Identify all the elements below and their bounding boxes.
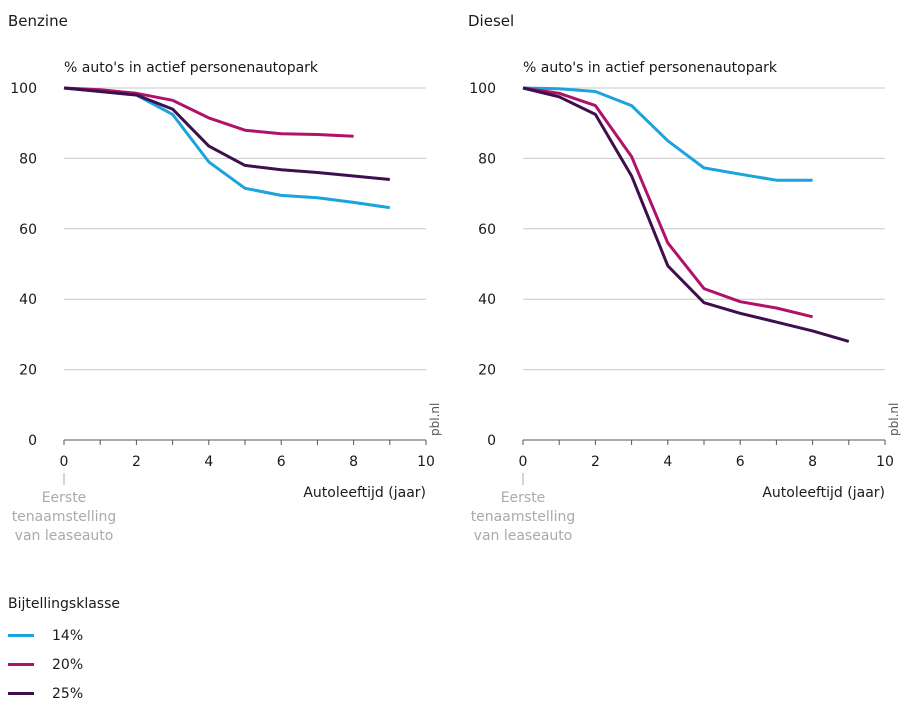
panel-1-xtick-10: 10: [417, 454, 435, 470]
panel-1-xtick-8: 8: [349, 454, 358, 470]
panel-2-xtick-2: 2: [591, 454, 600, 470]
panel-2-xtick-10: 10: [876, 454, 894, 470]
legend-label-14: 14%: [52, 627, 84, 644]
panel-2-annotation-line-3: van leaseauto: [474, 528, 573, 544]
legend-label-20: 20%: [52, 656, 84, 673]
panel-1-xlabel: Autoleeftijd (jaar): [303, 485, 426, 501]
legend-item-20: 20%: [8, 650, 120, 679]
panel-1-xtick-6: 6: [277, 454, 286, 470]
panel-2-source: pbl.nl: [887, 403, 901, 436]
panel-2-ytick-40: 40: [478, 292, 496, 308]
panel-2-series-14: [522, 86, 813, 182]
panel-2-series-25: [522, 86, 850, 343]
panel-2-xtick-4: 4: [663, 454, 672, 470]
panel-1-annotation-line-2: tenaamstelling: [12, 509, 117, 525]
panel-1-annotation-line-1: Eerste: [42, 490, 87, 506]
legend-item-14: 14%: [8, 621, 120, 650]
panel-1-xtick-2: 2: [132, 454, 141, 470]
panel-2-xlabel: Autoleeftijd (jaar): [762, 485, 885, 501]
panel-1-xtick-0: 0: [60, 454, 69, 470]
panel-1-series-25: [63, 86, 390, 181]
panel-2-ytick-100: 100: [469, 81, 496, 97]
panel-1-series-14: [63, 86, 391, 210]
legend: Bijtellingsklasse 14% 20% 25%: [8, 596, 120, 708]
panel-2-xtick-0: 0: [519, 454, 528, 470]
panel-1-ytick-60: 60: [19, 222, 37, 238]
panel-1-ylabel: % auto's in actief personenautopark: [64, 60, 319, 76]
panel-1-ytick-40: 40: [19, 292, 37, 308]
panel-2-ytick-20: 20: [478, 363, 496, 379]
panel-1-ytick-80: 80: [19, 151, 37, 167]
legend-item-25: 25%: [8, 679, 120, 708]
legend-swatch-14: [8, 634, 34, 637]
legend-swatch-25: [8, 692, 34, 695]
legend-title: Bijtellingsklasse: [8, 596, 120, 612]
panel-2-title: Diesel: [468, 12, 514, 30]
panel-2-ytick-80: 80: [478, 151, 496, 167]
panel-2-ytick-0: 0: [487, 433, 496, 449]
panel-1-ytick-20: 20: [19, 363, 37, 379]
panel-2-ytick-60: 60: [478, 222, 496, 238]
panel-2-annotation-line-2: tenaamstelling: [471, 509, 576, 525]
panel-1-annotation-line-3: van leaseauto: [15, 528, 114, 544]
panel-2-xtick-8: 8: [808, 454, 817, 470]
panel-1-source: pbl.nl: [428, 403, 442, 436]
legend-swatch-20: [8, 663, 34, 666]
panel-2-xtick-6: 6: [736, 454, 745, 470]
panel-1-series-20: [63, 86, 354, 138]
panel-2-series-20: [522, 86, 813, 319]
panel-2-annotation-line-1: Eerste: [501, 490, 546, 506]
panel-1-title: Benzine: [8, 12, 68, 30]
panel-1-xtick-4: 4: [204, 454, 213, 470]
panel-1-ytick-100: 100: [10, 81, 37, 97]
legend-label-25: 25%: [52, 685, 84, 702]
panel-1-ytick-0: 0: [28, 433, 37, 449]
panel-2-ylabel: % auto's in actief personenautopark: [523, 60, 778, 76]
